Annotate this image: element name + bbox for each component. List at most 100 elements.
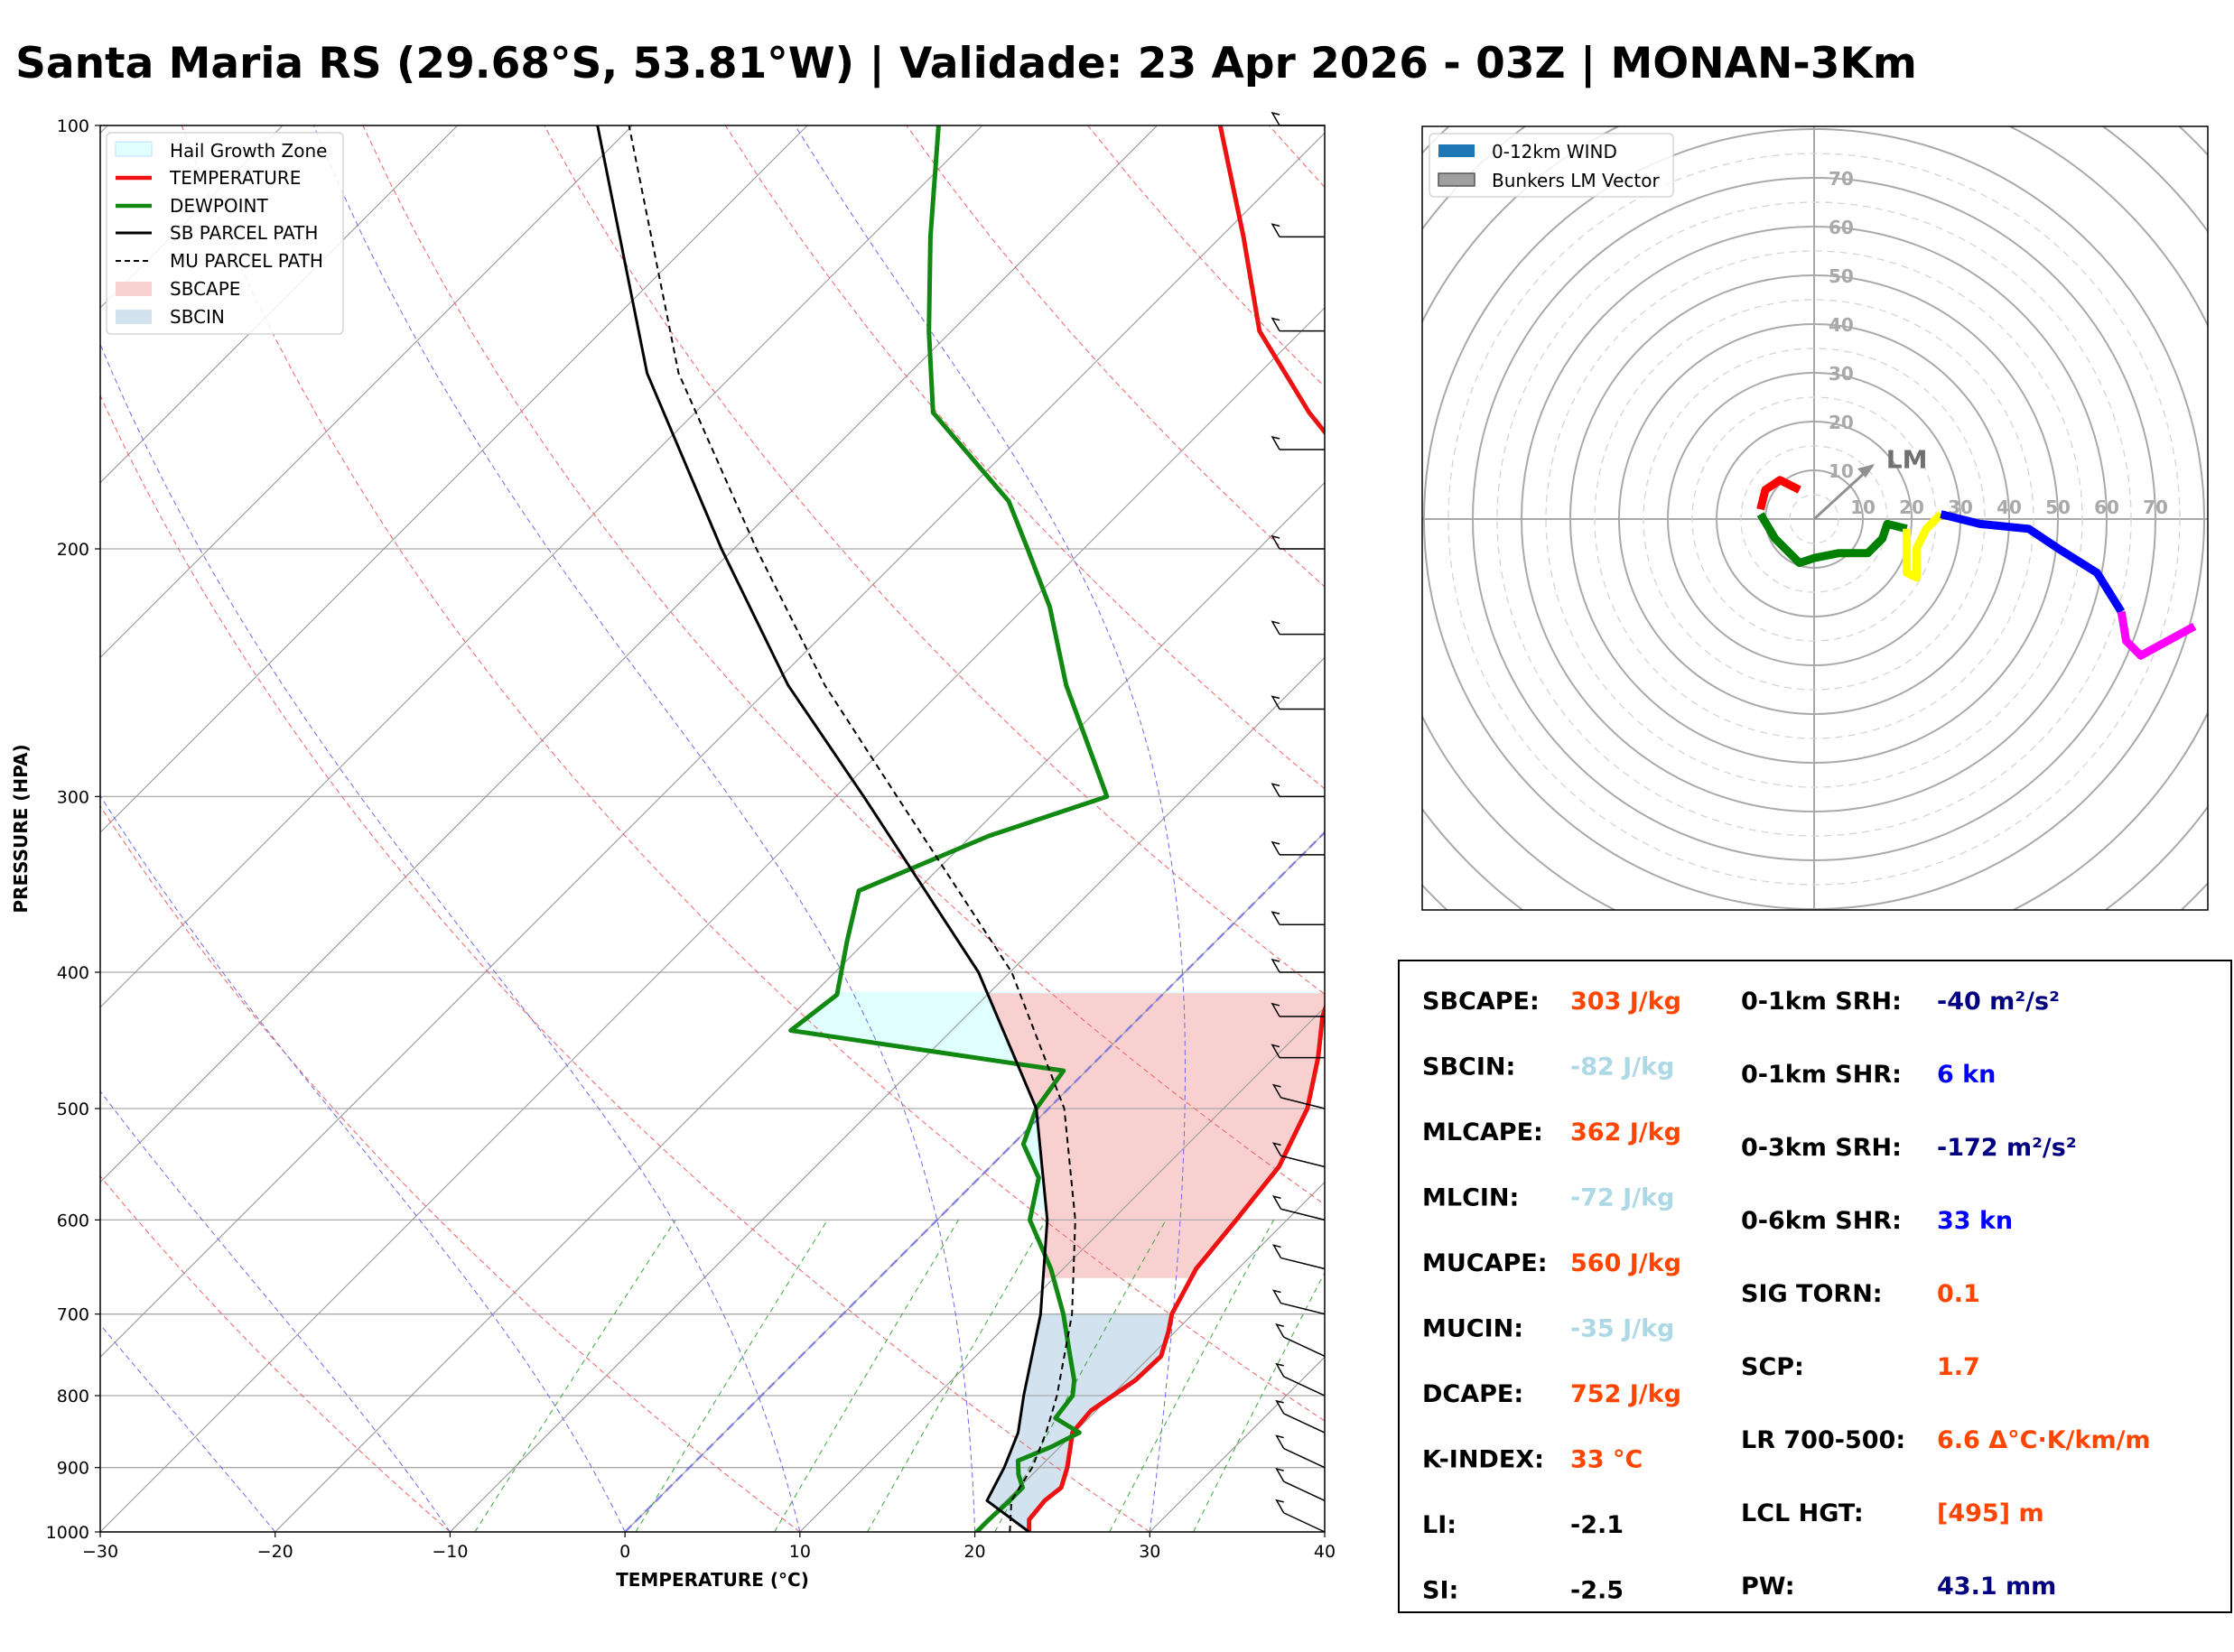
dry-adiabat [100,394,1150,1532]
param-label: LI: [1422,1511,1457,1539]
hodograph-ring-minor [1789,494,1839,544]
y-tick-label: 600 [57,1211,89,1230]
param-value: 43.1 mm [1937,1573,2056,1601]
wind-barb [1280,1302,1326,1315]
figure-title: Santa Maria RS (29.68°S, 53.81°W) | Vali… [15,39,1917,88]
param-value: 0.1 [1937,1280,1980,1308]
isotherm [624,831,1325,1532]
isotherm [275,481,1325,1532]
mu-parcel-path-line [628,125,1076,1532]
hodograph-ring-label-x: 50 [2045,497,2071,518]
param-value: 560 J/kg [1570,1249,1681,1277]
x-tick-label: 30 [1139,1542,1160,1562]
param-label: SCP: [1741,1353,1804,1381]
legend-wind: 0-12km WIND [1492,141,1617,162]
param-label: SBCIN: [1422,1053,1515,1081]
param-value: 33 kn [1937,1207,2013,1235]
legend-sbcape-swatch [116,282,152,296]
wind-barb [1283,1376,1326,1397]
hodograph-ring-label-x: 20 [1899,497,1924,518]
hodograph-ring-minor [1545,250,2083,788]
hodograph-ring-minor [1643,348,1986,691]
x-tick-label: −10 [432,1542,468,1562]
hodograph-ring [1472,177,2156,861]
hodograph-ring-minor [1496,201,2132,837]
hodograph-ring-label-y: 30 [1829,363,1854,385]
legend-lm-swatch [1438,172,1475,187]
x-axis-label: TEMPERATURE (°C) [616,1569,809,1591]
hodograph-ring-minor [1740,445,1888,593]
param-label: 0-1km SHR: [1741,1061,1902,1089]
mixing-ratio-line [774,1220,959,1532]
sb-parcel-path-line [596,125,1049,1532]
legend-dew: DEWPOINT [170,195,268,217]
param-value: 1.7 [1937,1353,1980,1381]
moist-adiabat [100,343,801,1532]
sbcape-area [987,993,1325,1278]
legend-hail: Hail Growth Zone [170,140,327,162]
moist-adiabat [100,794,626,1532]
param-label: 0-1km SRH: [1741,988,1902,1016]
y-tick-label: 500 [57,1100,89,1119]
x-tick-label: −30 [82,1542,118,1562]
x-tick-label: −20 [257,1542,293,1562]
legend-wind-swatch [1438,144,1475,157]
param-value: -40 m²/s² [1937,988,2060,1016]
wind-barb [1283,1336,1326,1358]
isotherm [100,125,808,833]
legend-temp: TEMPERATURE [169,167,301,189]
param-value: 6 kn [1937,1061,1996,1089]
mixing-ratio-line [1193,1271,1325,1532]
dry-adiabat [100,805,801,1532]
hodograph-ring-label-y: 10 [1829,460,1854,482]
hodograph-ring [1569,274,2059,764]
hodograph-frame [1421,125,2209,911]
hodograph-ring-minor [1447,153,2181,886]
hodograph-ring-label-x: 70 [2143,497,2168,518]
x-tick-label: 40 [1314,1542,1336,1562]
param-label: PW: [1741,1573,1795,1601]
legend-hail-swatch [115,141,153,157]
isotherm [100,132,1325,1359]
skewt-grid [100,125,1325,1532]
lm-label: LM [1886,445,1928,475]
param-label: DCAPE: [1422,1380,1523,1408]
hodograph-ring-label-y: 60 [1829,217,1854,238]
skewt-legend: Hail Growth Zone TEMPERATURE DEWPOINT SB… [106,132,344,335]
hodograph-segment-4 [2117,610,2197,660]
legend-sbcin: SBCIN [170,306,225,328]
param-label: SI: [1422,1577,1458,1605]
param-label: MUCAPE: [1422,1249,1548,1277]
hodograph-segment-2 [1903,511,1944,582]
dry-adiabat [181,125,1325,1422]
hodograph-ring-label-y: 70 [1829,168,1854,190]
wind-barb [1280,1097,1326,1109]
param-label: SBCAPE: [1422,988,1540,1016]
moist-adiabat [312,125,976,1532]
temperature-line [1027,125,1325,1532]
dewpoint-line [788,125,1110,1532]
param-label: K-INDEX: [1422,1446,1544,1474]
isotherm [100,125,633,659]
isotherm [100,125,983,1008]
isotherm [100,125,284,309]
isotherm [450,656,1325,1532]
dry-adiabat [544,125,1325,996]
wind-barb [1283,1413,1326,1434]
moist-adiabat [100,1323,276,1532]
isotherm [974,1181,1325,1532]
legend-sb: SB PARCEL PATH [170,222,318,244]
wind-barb [1283,1447,1326,1469]
isotherm [799,1007,1325,1532]
y-tick-label: 200 [57,540,89,560]
y-tick-label: 1000 [46,1523,89,1543]
hodograph-segment-3 [1940,510,2126,614]
wind-barbs [1271,111,1326,1533]
param-label: 0-3km SRH: [1741,1134,1902,1162]
y-tick-label: 900 [57,1459,89,1479]
params-panel [1398,960,2232,1613]
moist-adiabat [794,125,1186,1532]
hodograph-ring-minor [1594,299,2034,739]
